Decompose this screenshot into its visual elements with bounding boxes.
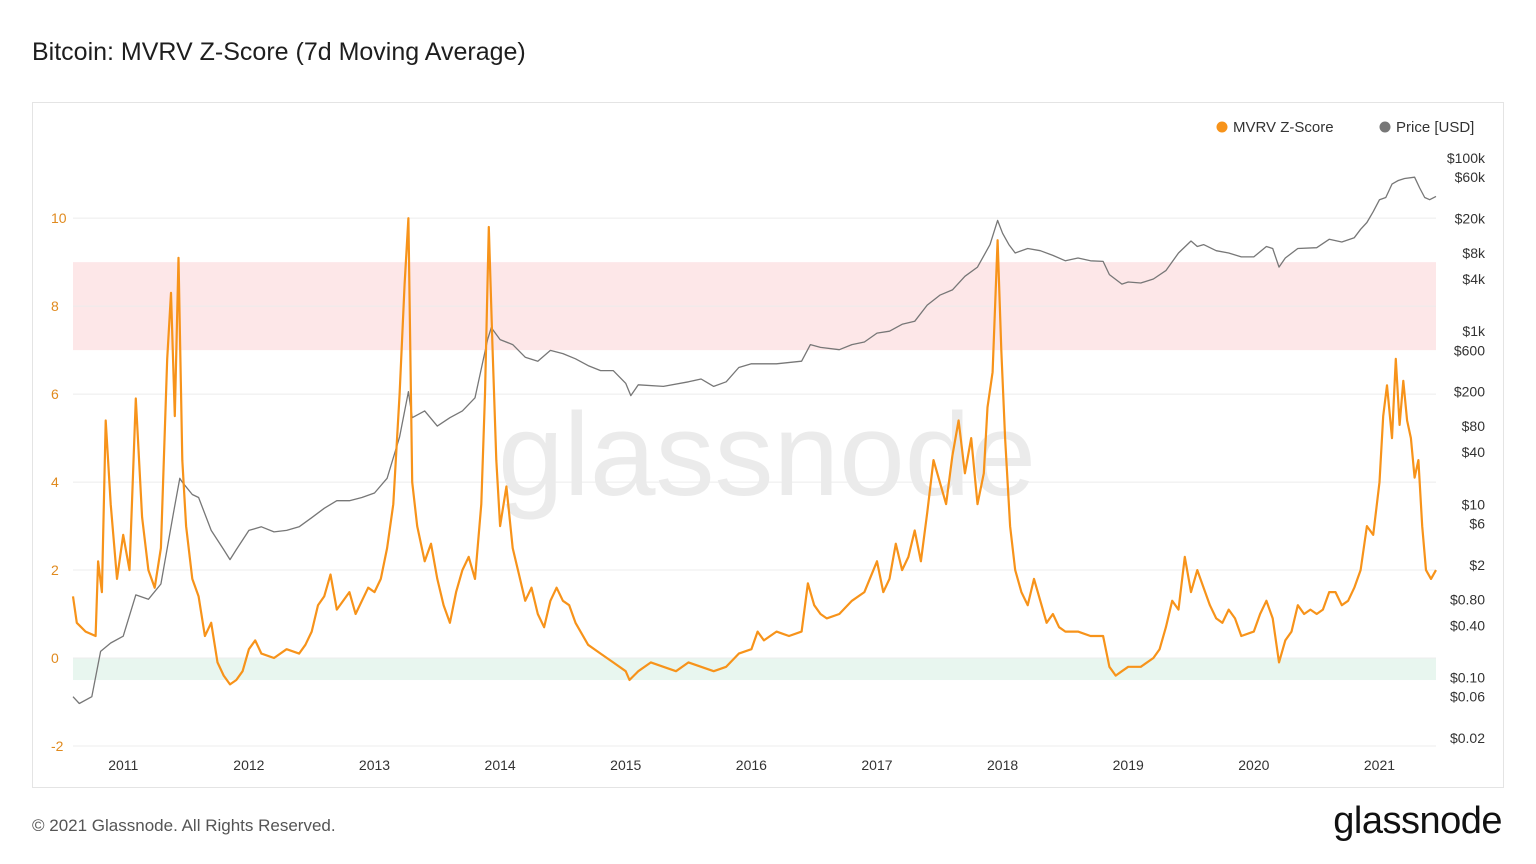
legend-zscore-marker[interactable] [1216, 121, 1228, 133]
x-axis-tick: 2014 [485, 757, 516, 773]
right-axis-tick: $20k [1455, 211, 1486, 227]
right-axis-tick: $100k [1447, 150, 1486, 166]
zscore-series-line[interactable] [71, 217, 1437, 686]
x-axis-tick: 2020 [1238, 757, 1269, 773]
x-axis-tick: 2012 [233, 757, 264, 773]
right-axis-tick: $40 [1462, 444, 1486, 460]
left-axis-tick: 6 [51, 386, 59, 402]
right-axis-tick: $4k [1462, 271, 1486, 287]
x-axis-tick: 2018 [987, 757, 1018, 773]
right-axis-tick: $0.80 [1450, 591, 1485, 607]
right-axis-tick: $80 [1462, 418, 1486, 434]
legend-price-marker[interactable] [1379, 121, 1391, 133]
right-axis-tick: $10 [1462, 496, 1486, 512]
x-axis-tick: 2013 [359, 757, 390, 773]
left-axis-tick: 0 [51, 650, 59, 666]
x-axis-tick: 2017 [861, 757, 892, 773]
legend-zscore-label[interactable]: MVRV Z-Score [1233, 119, 1334, 136]
page-title: Bitcoin: MVRV Z-Score (7d Moving Average… [32, 38, 526, 66]
legend-price-label[interactable]: Price [USD] [1396, 119, 1474, 136]
price-series-line[interactable] [72, 176, 1437, 705]
legend: MVRV Z-Score Price [USD] [1216, 119, 1474, 136]
x-axis-tick: 2019 [1113, 757, 1144, 773]
x-axis-tick: 2016 [736, 757, 767, 773]
left-axis-tick: 10 [51, 210, 67, 226]
x-axis-tick: 2015 [610, 757, 641, 773]
right-axis-tick: $200 [1454, 384, 1485, 400]
right-axis-tick: $0.02 [1450, 730, 1485, 746]
right-axis-tick: $0.10 [1450, 669, 1485, 685]
x-axis-tick: 2011 [108, 757, 138, 773]
chart-panel: glassnode 2011 2012 2013 2014 2015 2016 2017 20… [32, 102, 1504, 788]
copyright: © 2021 Glassnode. All Rights Reserved. [32, 816, 336, 835]
right-axis-tick: $8k [1462, 245, 1486, 261]
right-axis-tick: $2 [1469, 557, 1485, 573]
left-axis-tick: 8 [51, 298, 59, 314]
left-axis-tick: 4 [51, 474, 59, 490]
right-axis-tick: $0.40 [1450, 617, 1485, 633]
right-axis-tick: $0.06 [1450, 689, 1485, 705]
band-undervalued [73, 658, 1436, 681]
brand-logo[interactable]: glassnode [1333, 800, 1502, 842]
chart-svg: glassnode 2011 2012 2013 2014 2015 2016 2017 20… [51, 119, 1486, 773]
right-axis-tick: $6 [1469, 516, 1485, 532]
x-axis-tick: 2021 [1364, 757, 1395, 773]
watermark: glassnode [498, 389, 1036, 521]
left-axis-tick: -2 [51, 738, 64, 754]
left-axis-tick: 2 [51, 562, 59, 578]
right-axis-tick: $60k [1455, 169, 1486, 185]
right-axis-tick: $1k [1462, 323, 1486, 339]
right-axis-tick: $600 [1454, 342, 1485, 358]
